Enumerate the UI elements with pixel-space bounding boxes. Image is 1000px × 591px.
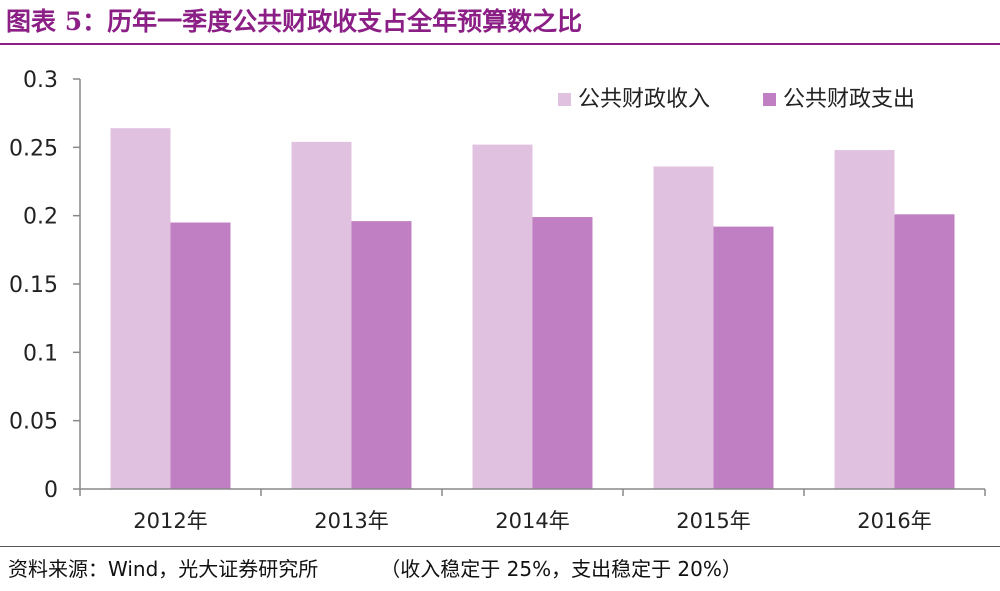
bar-expense-2012年 <box>170 222 231 489</box>
x-tick-label: 2015年 <box>676 509 750 533</box>
x-tick-label: 2016年 <box>857 509 931 533</box>
y-tick-label: 0 <box>44 478 58 503</box>
bar-income-2015年 <box>653 166 714 489</box>
y-tick-label: 0.2 <box>23 205 58 230</box>
source-text: 资料来源：Wind，光大证券研究所 <box>8 557 319 581</box>
source-line: 资料来源：Wind，光大证券研究所 （收入稳定于 25%，支出稳定于 20%） <box>8 553 742 582</box>
legend-label-income: 公共财政收入 <box>578 87 710 112</box>
bar-expense-2015年 <box>713 226 774 489</box>
y-tick-label: 0.25 <box>9 136 58 161</box>
bar-expense-2016年 <box>894 214 955 490</box>
title-divider <box>0 43 1000 45</box>
bar-expense-2014年 <box>532 217 593 490</box>
y-tick-label: 0.1 <box>23 341 58 366</box>
bar-expense-2013年 <box>351 221 412 489</box>
source-note: （收入稳定于 25%，支出稳定于 20%） <box>380 557 742 581</box>
legend-swatch-expense <box>763 93 776 106</box>
bar-income-2012年 <box>110 128 171 489</box>
x-tick-label: 2014年 <box>495 509 569 533</box>
y-tick-label: 0.3 <box>23 68 58 93</box>
y-tick-label: 0.15 <box>9 273 58 298</box>
figure-label: 图表 5： <box>6 7 108 36</box>
figure-title-text: 历年一季度公共财政收支占全年预算数之比 <box>107 7 583 36</box>
bar-income-2013年 <box>291 141 352 489</box>
figure-title: 图表 5：历年一季度公共财政收支占全年预算数之比 <box>6 2 582 38</box>
x-tick-label: 2013年 <box>314 509 388 533</box>
x-tick-label: 2012年 <box>133 509 207 533</box>
legend-swatch-income <box>558 93 571 106</box>
legend-label-expense: 公共财政支出 <box>783 87 915 112</box>
bar-chart: 2012年 2013年 2014年 2015年 2016年 0 0.05 0.1 0.15 0.2… <box>9 68 986 533</box>
bar-income-2014年 <box>472 144 533 489</box>
bar-income-2016年 <box>834 150 895 490</box>
source-divider <box>0 546 1000 547</box>
y-tick-label: 0.05 <box>9 410 58 435</box>
